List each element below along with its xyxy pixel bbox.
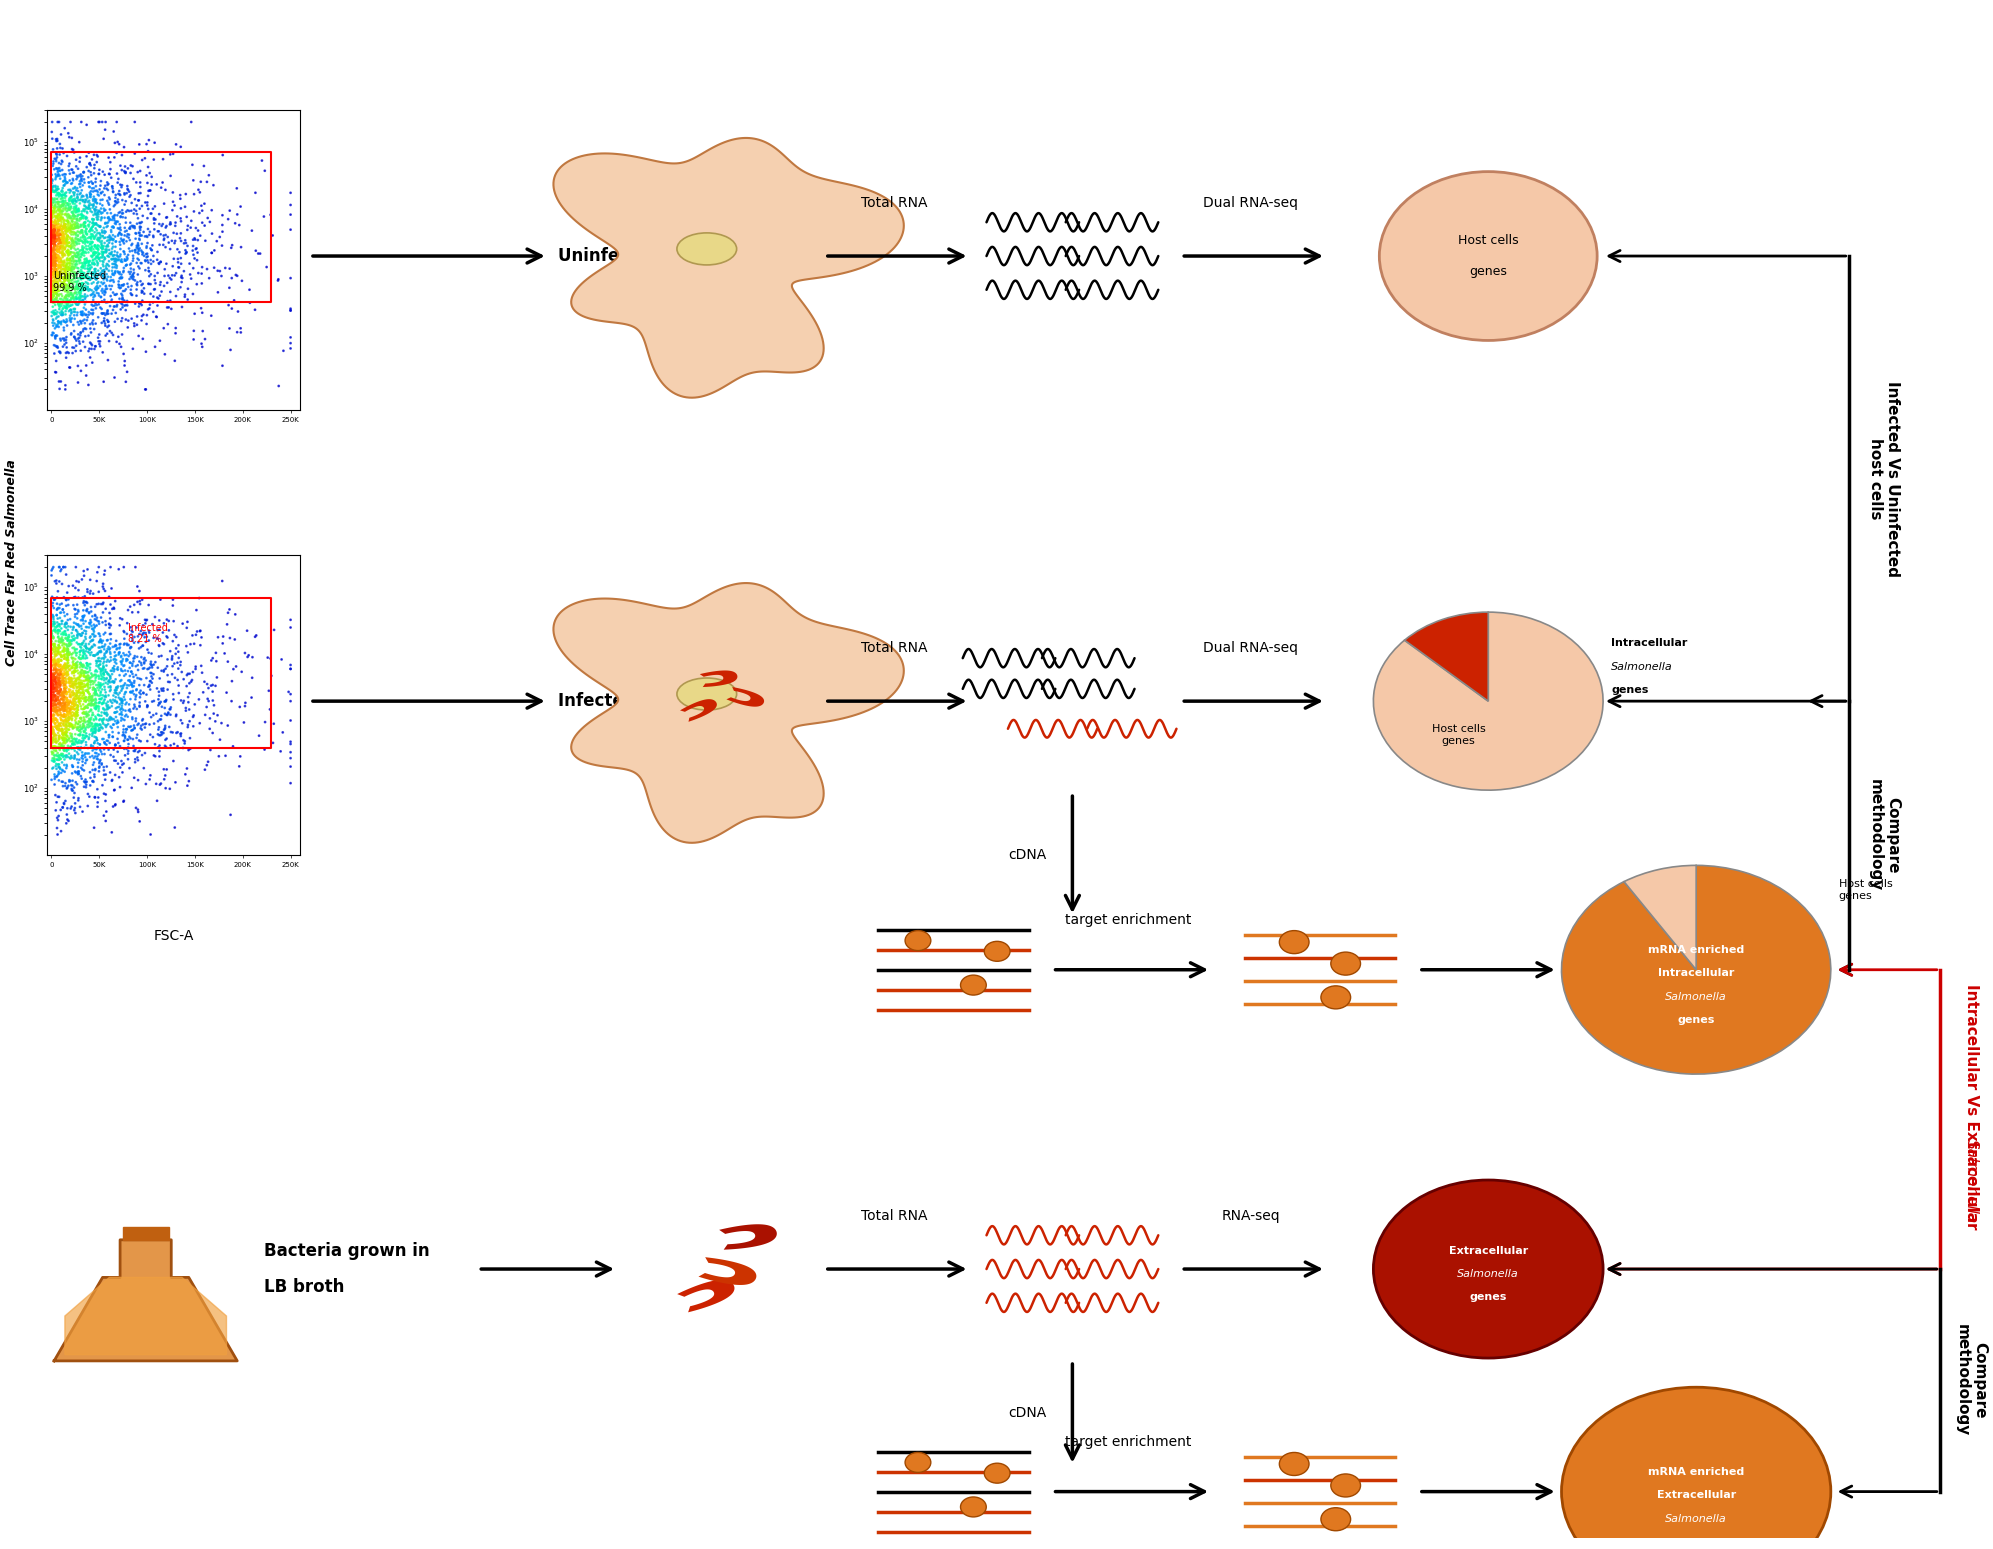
Text: RNA-seq: RNA-seq bbox=[1222, 1210, 1280, 1224]
Text: genes: genes bbox=[1469, 265, 1507, 277]
Wedge shape bbox=[1561, 866, 1832, 1073]
Text: Salmonella: Salmonella bbox=[1610, 663, 1672, 672]
Circle shape bbox=[1280, 931, 1309, 954]
Text: Infected MoDCs: Infected MoDCs bbox=[558, 692, 706, 709]
Polygon shape bbox=[680, 699, 717, 722]
Text: cDNA: cDNA bbox=[1008, 847, 1046, 861]
Ellipse shape bbox=[678, 678, 737, 709]
Text: Salmonella: Salmonella bbox=[1666, 993, 1728, 1002]
Text: Host cells: Host cells bbox=[1459, 234, 1519, 248]
Text: Total RNA: Total RNA bbox=[861, 197, 927, 211]
Text: target enrichment: target enrichment bbox=[1064, 1434, 1192, 1448]
Text: genes: genes bbox=[1469, 1292, 1507, 1301]
Text: mRNA enriched: mRNA enriched bbox=[1648, 1467, 1744, 1476]
Text: Uninfected MoDCs: Uninfected MoDCs bbox=[558, 246, 729, 265]
Ellipse shape bbox=[678, 232, 737, 265]
Text: Intracellular Vs Extracellular: Intracellular Vs Extracellular bbox=[1963, 984, 1979, 1230]
Circle shape bbox=[1321, 1507, 1351, 1530]
Text: Salmonella: Salmonella bbox=[1666, 1515, 1728, 1524]
Wedge shape bbox=[1373, 612, 1602, 790]
Text: Extracellular: Extracellular bbox=[1449, 1245, 1529, 1256]
Text: Salmonella: Salmonella bbox=[1457, 1269, 1519, 1278]
Text: Total RNA: Total RNA bbox=[861, 641, 927, 655]
Circle shape bbox=[1321, 985, 1351, 1008]
Text: Dual RNA-seq: Dual RNA-seq bbox=[1204, 641, 1297, 655]
Text: Extracellular: Extracellular bbox=[1656, 1490, 1736, 1499]
Text: Salmonella: Salmonella bbox=[1963, 1139, 1979, 1224]
Text: Intracellular: Intracellular bbox=[1610, 638, 1688, 647]
Circle shape bbox=[961, 1496, 987, 1516]
Text: Compare
methodology: Compare methodology bbox=[1955, 1324, 1987, 1436]
Circle shape bbox=[985, 1464, 1010, 1482]
Text: Intracellular: Intracellular bbox=[1658, 968, 1734, 977]
Polygon shape bbox=[725, 688, 763, 706]
Circle shape bbox=[1373, 1180, 1602, 1358]
Text: Host cells
genes: Host cells genes bbox=[1431, 723, 1485, 745]
Polygon shape bbox=[678, 1279, 735, 1312]
Text: mRNA enriched: mRNA enriched bbox=[1648, 945, 1744, 954]
Text: Dual RNA-seq: Dual RNA-seq bbox=[1204, 197, 1297, 211]
Polygon shape bbox=[698, 1258, 757, 1286]
Circle shape bbox=[961, 976, 987, 994]
Text: Total RNA: Total RNA bbox=[861, 1210, 927, 1224]
Text: Infected Vs Uninfected
host cells: Infected Vs Uninfected host cells bbox=[1867, 381, 1901, 576]
Circle shape bbox=[1331, 953, 1361, 976]
Text: Host cells
genes: Host cells genes bbox=[1840, 880, 1893, 900]
Text: genes: genes bbox=[1678, 1016, 1714, 1025]
Text: Cell Trace Far Red Salmonella: Cell Trace Far Red Salmonella bbox=[4, 460, 18, 666]
Circle shape bbox=[1379, 172, 1596, 341]
Polygon shape bbox=[54, 1239, 237, 1362]
Circle shape bbox=[1561, 1388, 1832, 1549]
Circle shape bbox=[905, 1453, 931, 1473]
Text: genes: genes bbox=[1678, 1537, 1714, 1547]
Text: cDNA: cDNA bbox=[1008, 1406, 1046, 1420]
Wedge shape bbox=[1405, 612, 1489, 702]
Text: Bacteria grown in: Bacteria grown in bbox=[265, 1242, 430, 1259]
Text: Compare
methodology: Compare methodology bbox=[1867, 779, 1901, 892]
Text: target enrichment: target enrichment bbox=[1064, 912, 1192, 926]
Text: LB broth: LB broth bbox=[265, 1278, 345, 1297]
Polygon shape bbox=[66, 1278, 227, 1355]
Polygon shape bbox=[700, 671, 737, 688]
Text: genes: genes bbox=[1610, 685, 1648, 696]
Wedge shape bbox=[1624, 866, 1696, 970]
Circle shape bbox=[985, 942, 1010, 962]
Polygon shape bbox=[719, 1224, 777, 1250]
Circle shape bbox=[905, 931, 931, 951]
Polygon shape bbox=[554, 582, 903, 843]
Text: FSC-A: FSC-A bbox=[153, 929, 193, 943]
Circle shape bbox=[1280, 1453, 1309, 1476]
Circle shape bbox=[1331, 1475, 1361, 1496]
Polygon shape bbox=[554, 138, 903, 398]
Polygon shape bbox=[124, 1227, 169, 1239]
